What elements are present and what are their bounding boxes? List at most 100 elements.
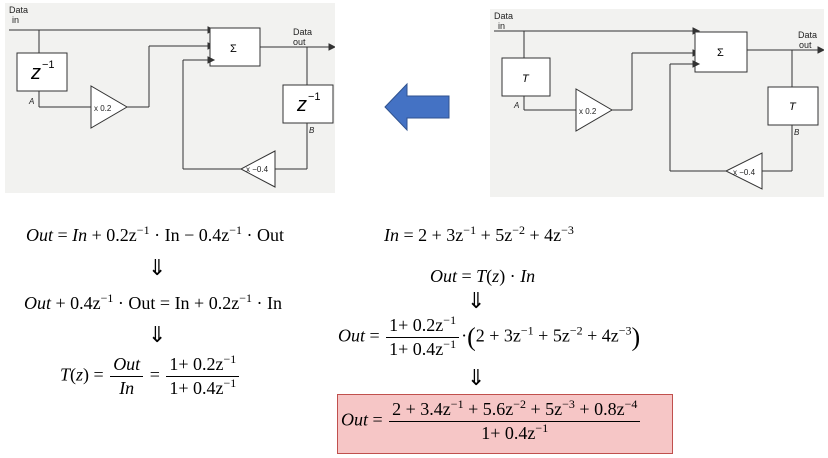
eq-exp: −1 bbox=[443, 337, 457, 351]
result-fraction: 2 + 3.4z−1 + 5.6z−2 + 5z−3 + 0.8z−4 1+ 0.… bbox=[389, 397, 641, 444]
fraction-transfer: 1+ 0.2z−1 1+ 0.4z−1 bbox=[166, 352, 240, 399]
eq-term: 1+ 0.2z bbox=[389, 315, 444, 335]
right-equation-2: Out = T(z) · In bbox=[430, 266, 536, 286]
left-data-in-label-1: Data bbox=[9, 5, 28, 15]
down-arrow-icon: ⇓ bbox=[148, 323, 167, 348]
eq-exp: −3 bbox=[562, 397, 575, 411]
left-equation-2: Out + 0.4z−1 · Out = In + 0.2z−1 · In bbox=[24, 291, 282, 314]
eq-term: 2 + 3.4z bbox=[392, 399, 451, 419]
frac-num: 2 + 3.4z−1 + 5.6z−2 + 5z−3 + 0.8z−4 bbox=[389, 397, 641, 422]
right-delay-right-t: T bbox=[789, 101, 797, 113]
eq-term: z bbox=[492, 266, 500, 286]
frac-den: 1+ 0.4z−1 bbox=[389, 422, 640, 444]
eq-exp: −1 bbox=[443, 313, 457, 327]
eq-exp: −2 bbox=[513, 397, 526, 411]
result-equation: Out = 2 + 3.4z−1 + 5.6z−2 + 5z−3 + 0.8z−… bbox=[341, 397, 642, 444]
left-equation-3: T(z) = Out In = 1+ 0.2z−1 1+ 0.4z−1 bbox=[60, 352, 241, 399]
left-node-b: B bbox=[309, 126, 315, 135]
right-equation-3: Out = 1+ 0.2z−1 1+ 0.4z−1 ·(2 + 3z−1 + 5z−… bbox=[338, 313, 641, 360]
left-gain-bottom: x −0.4 bbox=[246, 165, 269, 174]
down-arrow-icon: ⇓ bbox=[467, 366, 486, 391]
left-equation-1: Out = In + 0.2z−1 · In − 0.4z−1 · Out bbox=[26, 223, 284, 245]
right-gain-bottom: x −0.4 bbox=[733, 168, 756, 177]
right-node-b: B bbox=[794, 128, 800, 137]
eq-term: T bbox=[60, 364, 71, 385]
left-data-out-label-1: Data bbox=[293, 27, 312, 37]
eq-exp: −1 bbox=[463, 223, 477, 237]
eq-term: + 5z bbox=[476, 225, 513, 245]
eq-exp: −1 bbox=[229, 223, 242, 237]
eq-term: Out bbox=[430, 266, 457, 286]
frac-den: 1+ 0.4z−1 bbox=[386, 338, 459, 360]
eq-term: T bbox=[476, 266, 487, 286]
right-data-in-label-2: in bbox=[498, 21, 505, 31]
left-block-diagram: Data in Data out z −1 z −1 Σ x 0.2 x −0.… bbox=[5, 3, 337, 193]
right-data-in-label-1: Data bbox=[494, 11, 513, 21]
frac-num: 1+ 0.2z−1 bbox=[166, 352, 240, 377]
eq-term: Out bbox=[341, 409, 368, 430]
eq-term: + 4z bbox=[582, 325, 619, 346]
eq-term: 1+ 0.2z bbox=[169, 354, 224, 374]
eq-term: In bbox=[384, 225, 399, 245]
eq-term: 2 + 3z bbox=[475, 325, 521, 346]
eq-exp: −1 bbox=[100, 291, 114, 305]
eq-term: Out bbox=[338, 325, 365, 346]
eq-term: In bbox=[72, 225, 88, 245]
eq-exp: −3 bbox=[618, 323, 632, 338]
eq-term: z bbox=[76, 364, 84, 385]
right-node-a: A bbox=[513, 101, 519, 110]
eq-term: + 5.6z bbox=[463, 399, 514, 419]
eq-exp: −1 bbox=[535, 421, 549, 435]
eq-term: + 4z bbox=[525, 225, 562, 245]
right-equation-1: In = 2 + 3z−1 + 5z−2 + 4z−3 bbox=[384, 223, 574, 245]
eq-exp: −2 bbox=[512, 223, 525, 237]
eq-term: 2 + 3z bbox=[418, 225, 464, 245]
eq-exp: −1 bbox=[239, 291, 252, 305]
frac-den: 1+ 0.4z−1 bbox=[166, 377, 239, 399]
down-arrow-icon: ⇓ bbox=[148, 256, 167, 281]
fraction-transfer: 1+ 0.2z−1 1+ 0.4z−1 bbox=[386, 313, 460, 360]
frac-den: In bbox=[119, 378, 135, 398]
right-delay-left-t: T bbox=[522, 73, 530, 85]
right-block-diagram: Data in Data out T T Σ x 0.2 x −0.4 A B bbox=[490, 9, 826, 197]
left-gain-top: x 0.2 bbox=[94, 104, 112, 113]
left-sum-symbol: Σ bbox=[230, 43, 237, 55]
eq-exp: −4 bbox=[624, 397, 638, 411]
eq-exp: −1 bbox=[223, 352, 237, 366]
left-delay-exp: −1 bbox=[42, 59, 55, 71]
left-arrow-icon bbox=[384, 82, 450, 132]
eq-term: · Out = In + 0.2z bbox=[113, 293, 240, 313]
down-arrow-icon: ⇓ bbox=[467, 289, 486, 314]
right-data-out-label-1: Data bbox=[798, 30, 817, 40]
frac-num: Out bbox=[110, 354, 144, 377]
eq-term: + 5z bbox=[526, 399, 563, 419]
eq-term: · In − 0.4z bbox=[149, 225, 230, 245]
right-delay-exp: −1 bbox=[308, 91, 321, 103]
eq-term: + 0.8z bbox=[574, 399, 625, 419]
eq-term: + 5z bbox=[533, 325, 570, 346]
eq-exp: −3 bbox=[561, 223, 574, 237]
eq-term: + 0.4z bbox=[51, 293, 101, 313]
left-node-a: A bbox=[28, 97, 34, 106]
eq-exp: −1 bbox=[223, 376, 237, 390]
right-diagram-svg: Data in Data out T T Σ x 0.2 x −0.4 A B bbox=[494, 11, 826, 190]
left-delay-z: z bbox=[30, 62, 41, 84]
left-diagram-svg: Data in Data out z −1 z −1 Σ x 0.2 x −0.… bbox=[9, 5, 337, 188]
eq-term: In bbox=[520, 266, 536, 286]
left-data-in-label-2: in bbox=[12, 15, 19, 25]
eq-exp: −1 bbox=[136, 223, 150, 237]
right-delay-z: z bbox=[296, 94, 307, 116]
result-highlight-box bbox=[337, 394, 673, 454]
eq-exp: −1 bbox=[520, 323, 534, 338]
right-sum-symbol: Σ bbox=[717, 47, 724, 59]
right-gain-top: x 0.2 bbox=[579, 107, 597, 116]
eq-term: 1+ 0.4z bbox=[481, 423, 536, 443]
left-data-out-label-2: out bbox=[293, 37, 306, 47]
eq-term: 1+ 0.4z bbox=[389, 339, 444, 359]
eq-term: · In bbox=[251, 293, 282, 313]
right-data-out-label-2: out bbox=[799, 40, 812, 50]
eq-term: + 0.2z bbox=[91, 225, 137, 245]
eq-exp: −2 bbox=[569, 323, 583, 338]
eq-exp: −1 bbox=[450, 397, 464, 411]
eq-term: Out bbox=[24, 293, 51, 313]
